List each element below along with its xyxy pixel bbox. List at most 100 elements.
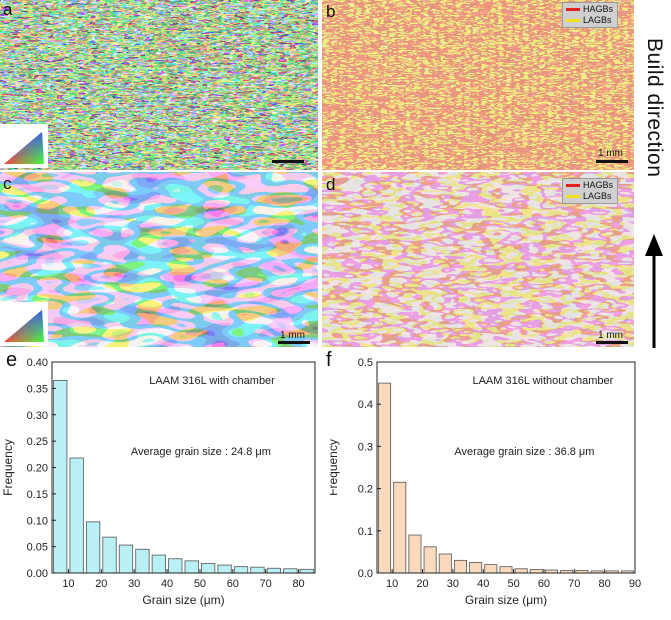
- y-tick-label: 0.35: [27, 383, 48, 395]
- panel-label-b: b: [326, 2, 336, 21]
- x-tick-label: 10: [386, 578, 398, 590]
- x-tick-label: 30: [128, 578, 140, 590]
- gb-map-b: b HAGBs LAGBs 1 mm: [322, 0, 634, 170]
- histogram-bar: [102, 536, 117, 574]
- ipf-map-a: a: [0, 0, 318, 170]
- histogram-bar: [529, 569, 543, 574]
- hagbs-label: HAGBs: [583, 180, 614, 190]
- histogram-bar: [53, 380, 68, 574]
- gb-legend-b: HAGBs LAGBs: [562, 2, 619, 28]
- y-tick-label: 0.1: [358, 526, 373, 538]
- annotation-title: LAAM 316L with chamber: [149, 375, 275, 387]
- histogram-bar: [484, 564, 498, 574]
- x-tick-label: 80: [292, 578, 304, 590]
- scale-bar-d: [596, 341, 628, 344]
- panel-label-e: e: [6, 349, 18, 371]
- panel-label-d: d: [326, 175, 336, 194]
- scale-bar-a: [272, 160, 304, 163]
- annotation-average: Average grain size : 36.8 μm: [454, 446, 594, 458]
- histogram-bar: [499, 566, 513, 574]
- histogram-bar: [85, 521, 101, 574]
- histogram-bar: [266, 567, 282, 574]
- histogram-bar: [283, 568, 298, 574]
- y-tick-label: 0.15: [27, 489, 48, 501]
- histogram-e: e 10 20 30 40 50 60 70 80 0.00 0.05 0.10 0.15 0.20 0.…: [0, 349, 330, 615]
- y-tick-label: 0.00: [27, 568, 48, 580]
- x-tick-label: 40: [161, 578, 173, 590]
- lagbs-swatch: [566, 19, 580, 22]
- plot-frame: [376, 361, 636, 574]
- histogram-bar: [217, 564, 232, 574]
- y-tick-label: 0.4: [358, 399, 373, 411]
- y-axis-label: Frequency: [1, 439, 15, 496]
- histogram-bar: [184, 560, 199, 574]
- x-tick-label: 50: [507, 578, 519, 590]
- x-tick-label: 60: [227, 578, 239, 590]
- y-tick-label: 0.40: [27, 357, 48, 369]
- histogram-bar: [299, 568, 314, 574]
- x-tick-label: 10: [62, 578, 74, 590]
- x-tick-label: 40: [477, 578, 489, 590]
- y-tick-label: 0.05: [27, 542, 48, 554]
- gb-map-b-image: [322, 0, 634, 170]
- y-tick-label: 0.10: [27, 515, 48, 527]
- y-tick-label: 0.30: [27, 410, 48, 422]
- histogram-e-plot: 10 20 30 40 50 60 70 80 0.00 0.05 0.10 0.15 0.20 0.25…: [1, 357, 316, 607]
- x-tick-label: 30: [447, 578, 459, 590]
- ipf-color-key-c: [0, 302, 48, 346]
- x-axis-label: Grain size (μm): [465, 593, 547, 607]
- build-direction-indicator: Build direction: [640, 30, 670, 350]
- x-tick-label: 20: [95, 578, 107, 590]
- hagbs-swatch: [566, 8, 580, 11]
- hagbs-swatch: [566, 184, 580, 187]
- scale-label-b: 1 mm: [598, 148, 623, 159]
- y-tick-label: 0.25: [27, 436, 48, 448]
- x-tick-label: 90: [629, 578, 641, 590]
- y-tick-label: 0.5: [358, 357, 373, 369]
- lagbs-swatch: [566, 195, 580, 198]
- panel-label-a: a: [3, 0, 13, 19]
- histogram-bar: [453, 559, 467, 574]
- histogram-bar: [168, 558, 183, 574]
- histogram-f-plot: 10 20 30 40 50 60 70 80 90 0.0 0.1 0.2 0.3 0.4 0.5 Grai…: [326, 357, 641, 607]
- histogram-bar: [118, 544, 134, 574]
- y-tick-label: 0.2: [358, 484, 373, 496]
- y-axis-label: Frequency: [330, 439, 340, 496]
- x-tick-label: 70: [260, 578, 272, 590]
- x-tick-label: 20: [416, 578, 428, 590]
- x-tick-label: 50: [194, 578, 206, 590]
- scale-label-d: 1 mm: [598, 330, 623, 341]
- histogram-bar: [469, 562, 483, 574]
- x-axis-label: Grain size (μm): [142, 593, 224, 607]
- y-tick-label: 0.3: [358, 441, 373, 453]
- histogram-bar: [438, 553, 452, 574]
- histogram-f: f 10 20 30 40 50 60 70 80 90 0.0 0.1 0.2 0.3 0.4 0.5 Gr…: [326, 350, 671, 615]
- gb-map-d: d HAGBs LAGBs 1 mm: [322, 172, 634, 347]
- ipf-map-c-image: [0, 172, 318, 347]
- x-tick-label: 70: [568, 578, 580, 590]
- x-tick-label: 60: [538, 578, 550, 590]
- panel-label-f: f: [326, 349, 332, 371]
- histogram-bar: [201, 563, 216, 574]
- build-direction-arrow: [645, 234, 663, 348]
- histogram-bar: [514, 568, 528, 574]
- build-direction-label: Build direction: [643, 38, 666, 178]
- annotation-average: Average grain size : 24.8 μm: [131, 446, 271, 458]
- histogram-bar: [233, 566, 249, 574]
- histogram-bar: [393, 481, 407, 574]
- annotation-title: LAAM 316L without chamber: [472, 375, 613, 387]
- ipf-map-c: c 1 mm: [0, 172, 318, 347]
- histogram-bar: [408, 534, 422, 574]
- scale-bar-c: [278, 341, 310, 344]
- histogram-bar: [423, 546, 437, 574]
- y-tick-label: 0.0: [358, 568, 373, 580]
- scale-bar-b: [596, 160, 628, 163]
- x-tick-label: 80: [599, 578, 611, 590]
- gb-legend-d: HAGBs LAGBs: [562, 178, 619, 204]
- histogram-bar: [135, 548, 150, 574]
- histogram-bar: [250, 566, 265, 574]
- lagbs-label: LAGBs: [583, 15, 612, 25]
- hagbs-label: HAGBs: [583, 4, 614, 14]
- histogram-bar: [69, 457, 84, 574]
- scale-label-c: 1 mm: [280, 330, 305, 341]
